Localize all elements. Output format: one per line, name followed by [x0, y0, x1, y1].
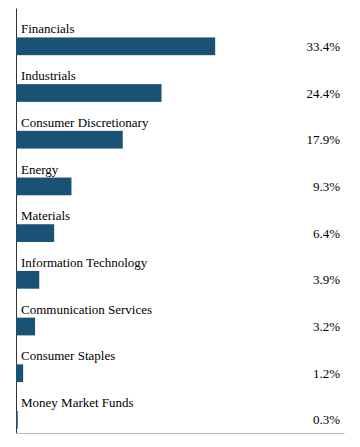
- data-label: 0.3%: [313, 412, 340, 427]
- chart-container: Money Market Funds Consumer Staples Commun…: [0, 0, 360, 447]
- data-label: 24.4%: [306, 86, 340, 101]
- data-label: 3.2%: [313, 319, 340, 334]
- category-label: Consumer Staples: [21, 348, 115, 363]
- x-axis: [17, 433, 345, 434]
- bar: [16, 37, 215, 55]
- data-label: 17.9%: [306, 132, 340, 147]
- category-label: Financials: [21, 21, 74, 36]
- bar: [16, 318, 35, 336]
- bar: [16, 84, 162, 102]
- category-label: Industrials: [21, 68, 76, 83]
- x-axis-line: [17, 433, 345, 434]
- bars: [16, 37, 215, 428]
- data-label: 3.9%: [313, 272, 340, 287]
- data-label: 33.4%: [306, 39, 340, 54]
- plot-area: Money Market Funds Consumer Staples Commun…: [16, 9, 345, 434]
- bar: [16, 411, 18, 429]
- category-label: Consumer Discretionary: [21, 115, 149, 130]
- category-label: Materials: [21, 208, 70, 223]
- data-label: 6.4%: [313, 226, 340, 241]
- bar: [16, 131, 123, 149]
- bar: [16, 271, 39, 289]
- bar: [16, 364, 23, 382]
- bar: [16, 178, 71, 196]
- category-label: Money Market Funds: [21, 395, 134, 410]
- data-label: 1.2%: [313, 366, 340, 381]
- category-label: Information Technology: [21, 255, 148, 270]
- bar: [16, 224, 54, 242]
- category-label: Energy: [21, 162, 59, 177]
- category-label: Communication Services: [21, 302, 152, 317]
- labels: Money Market Funds Consumer Staples Commun…: [21, 21, 340, 427]
- data-label: 9.3%: [313, 179, 340, 194]
- chart-svg: Money Market Funds Consumer Staples Commun…: [0, 0, 360, 447]
